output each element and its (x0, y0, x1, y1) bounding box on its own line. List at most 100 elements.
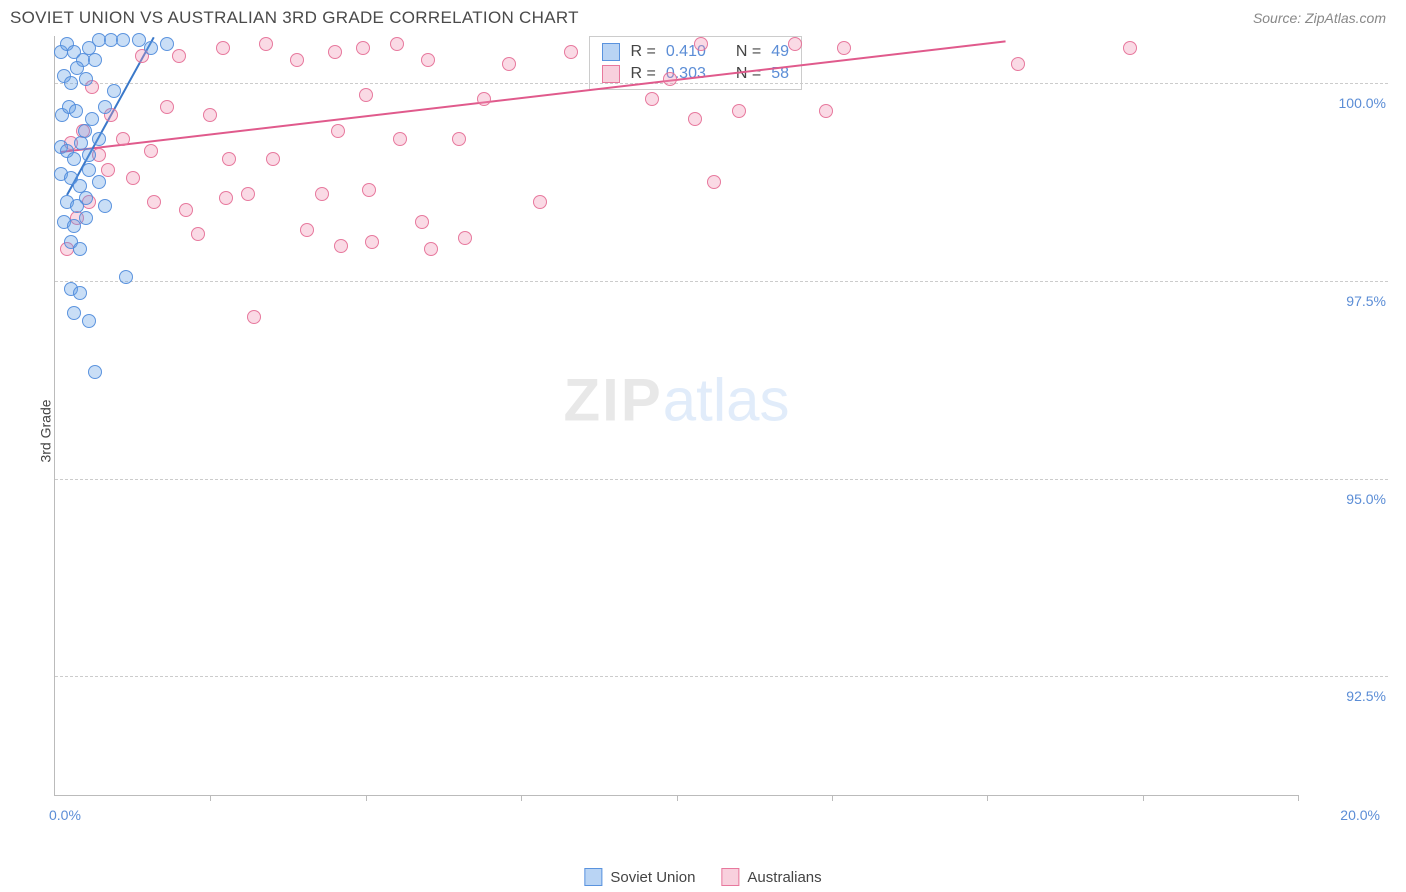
data-point (67, 306, 81, 320)
data-point (328, 45, 342, 59)
legend-label: Australians (747, 869, 821, 886)
source-label: Source: ZipAtlas.com (1253, 10, 1386, 26)
data-point (82, 314, 96, 328)
data-point (92, 132, 106, 146)
gridline (55, 676, 1388, 677)
data-point (837, 41, 851, 55)
swatch-icon (602, 43, 620, 61)
n-label: N = (736, 43, 761, 61)
x-tick (366, 795, 367, 801)
data-point (107, 84, 121, 98)
data-point (362, 183, 376, 197)
data-point (98, 100, 112, 114)
x-axis-min-label: 0.0% (49, 807, 81, 823)
gridline (55, 281, 1388, 282)
data-point (203, 108, 217, 122)
data-point (241, 187, 255, 201)
data-point (79, 211, 93, 225)
n-label: N = (736, 65, 761, 83)
data-point (477, 92, 491, 106)
data-point (458, 231, 472, 245)
data-point (67, 152, 81, 166)
legend-item-soviet: Soviet Union (584, 868, 695, 886)
data-point (331, 124, 345, 138)
gridline (55, 479, 1388, 480)
data-point (73, 242, 87, 256)
data-point (69, 104, 83, 118)
x-tick (521, 795, 522, 801)
data-point (88, 53, 102, 67)
data-point (98, 199, 112, 213)
data-point (707, 175, 721, 189)
watermark-atlas: atlas (663, 367, 790, 434)
gridline (55, 83, 1388, 84)
data-point (172, 49, 186, 63)
swatch-icon (584, 868, 602, 886)
data-point (688, 112, 702, 126)
data-point (266, 152, 280, 166)
regression-line (61, 40, 1006, 153)
data-point (359, 88, 373, 102)
legend-item-australian: Australians (721, 868, 821, 886)
x-tick (210, 795, 211, 801)
watermark: ZIPatlas (563, 366, 789, 435)
data-point (732, 104, 746, 118)
data-point (424, 242, 438, 256)
data-point (147, 195, 161, 209)
data-point (116, 33, 130, 47)
data-point (126, 171, 140, 185)
data-point (356, 41, 370, 55)
y-tick-label: 92.5% (1306, 688, 1386, 704)
n-value: 49 (771, 43, 789, 61)
data-point (101, 163, 115, 177)
chart-title: SOVIET UNION VS AUSTRALIAN 3RD GRADE COR… (10, 8, 579, 28)
data-point (788, 37, 802, 51)
data-point (259, 37, 273, 51)
data-point (79, 72, 93, 86)
data-point (452, 132, 466, 146)
data-point (564, 45, 578, 59)
y-axis-label: 3rd Grade (38, 399, 54, 462)
data-point (393, 132, 407, 146)
data-point (300, 223, 314, 237)
legend-label: Soviet Union (610, 869, 695, 886)
data-point (64, 76, 78, 90)
data-point (390, 37, 404, 51)
data-point (191, 227, 205, 241)
data-point (421, 53, 435, 67)
data-point (533, 195, 547, 209)
x-tick (987, 795, 988, 801)
x-tick (677, 795, 678, 801)
data-point (160, 37, 174, 51)
data-point (1123, 41, 1137, 55)
chart-container: 3rd Grade ZIPatlas 0.0% 20.0% R = 0.410 … (40, 36, 1388, 826)
data-point (116, 132, 130, 146)
data-point (645, 92, 659, 106)
data-point (144, 41, 158, 55)
data-point (85, 112, 99, 126)
y-tick-label: 95.0% (1306, 491, 1386, 507)
chart-header: SOVIET UNION VS AUSTRALIAN 3RD GRADE COR… (0, 0, 1406, 32)
data-point (365, 235, 379, 249)
data-point (67, 219, 81, 233)
data-point (82, 148, 96, 162)
data-point (179, 203, 193, 217)
data-point (119, 270, 133, 284)
data-point (502, 57, 516, 71)
data-point (73, 286, 87, 300)
swatch-icon (602, 65, 620, 83)
data-point (290, 53, 304, 67)
r-label: R = (630, 43, 655, 61)
data-point (315, 187, 329, 201)
plot-area: ZIPatlas 0.0% 20.0% R = 0.410 N = 49 R =… (54, 36, 1298, 796)
data-point (79, 191, 93, 205)
data-point (1011, 57, 1025, 71)
r-label: R = (630, 65, 655, 83)
data-point (216, 41, 230, 55)
data-point (819, 104, 833, 118)
data-point (694, 37, 708, 51)
data-point (247, 310, 261, 324)
watermark-zip: ZIP (563, 367, 662, 434)
data-point (222, 152, 236, 166)
bottom-legend: Soviet Union Australians (584, 868, 821, 886)
